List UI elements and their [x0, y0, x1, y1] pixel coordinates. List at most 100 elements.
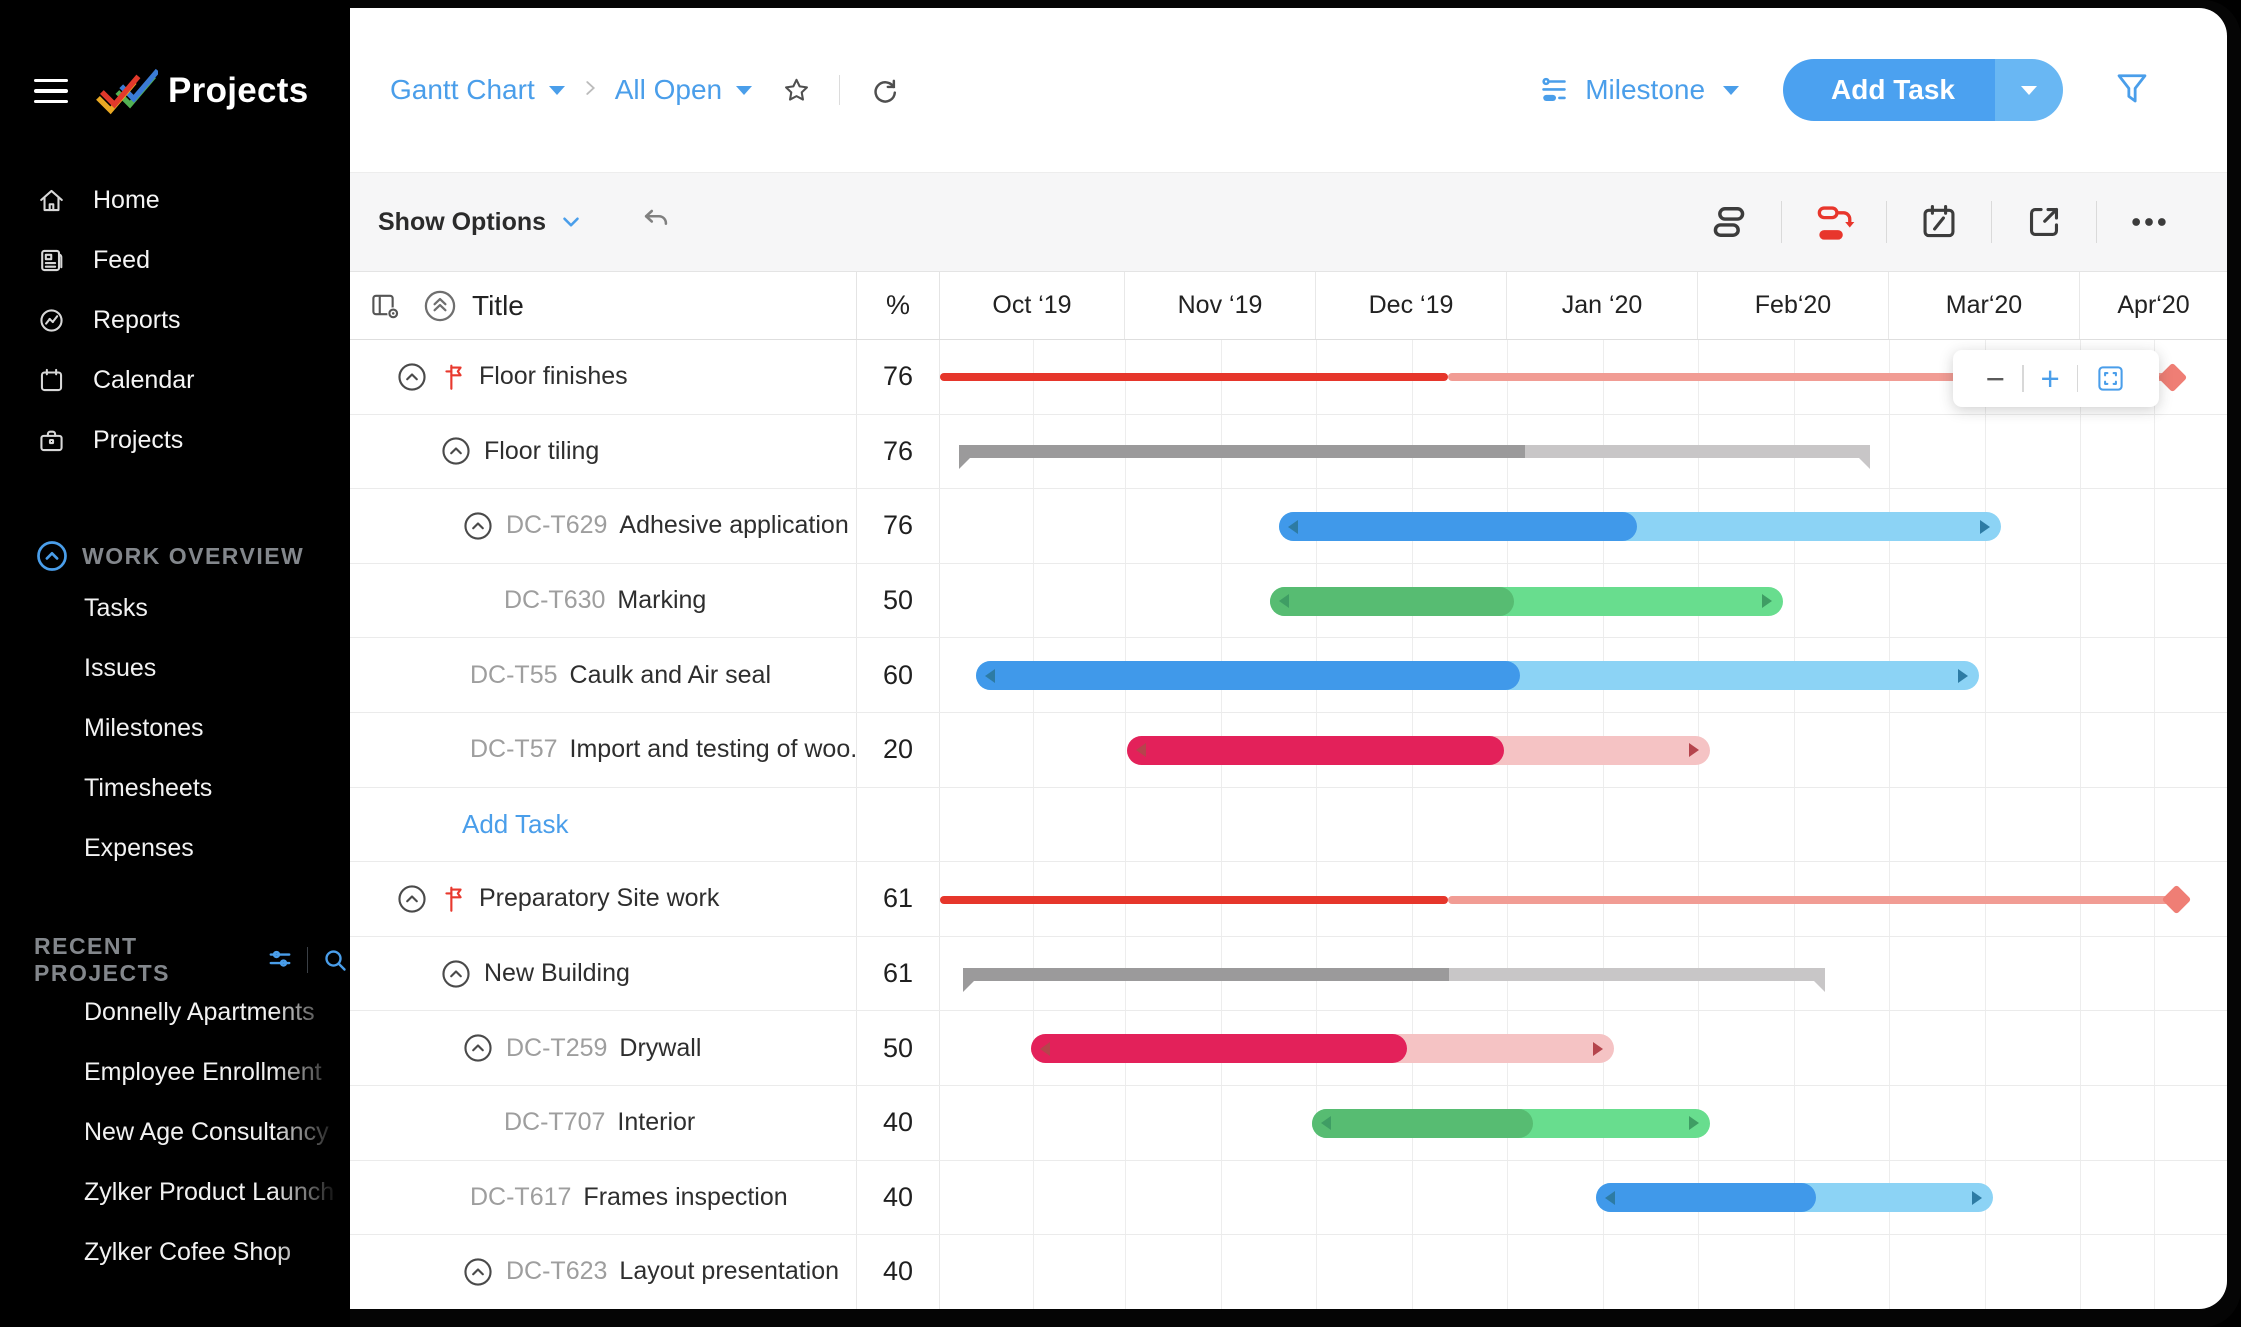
column-settings-icon[interactable] [368, 289, 402, 323]
table-row[interactable]: DC-T629 Adhesive application 76 [350, 489, 2227, 564]
milestone-diamond[interactable] [2157, 362, 2188, 393]
sidebar-item-projects[interactable]: Projects [0, 410, 350, 470]
table-row[interactable]: DC-T707 Interior 40 [350, 1085, 2227, 1161]
task-bar[interactable] [1311, 1108, 1710, 1138]
recent-project-zylker-product-launch[interactable]: Zylker Product Launch [84, 1177, 335, 1206]
undo-icon[interactable] [638, 202, 674, 243]
collapse-row-icon[interactable] [462, 1032, 494, 1064]
search-icon[interactable] [320, 945, 350, 975]
task-bar[interactable] [1031, 1034, 1615, 1064]
add-task-row[interactable]: Add Task [350, 787, 2227, 863]
gantt-body: Floor finishes 76 Floor tiling 76 DC-T62… [350, 340, 2227, 1309]
collapse-all-icon[interactable] [422, 288, 458, 324]
milestone-view-selector[interactable]: Milestone [1537, 73, 1740, 107]
bar-resize-left-icon[interactable] [1278, 594, 1289, 609]
table-row[interactable]: New Building 61 [350, 936, 2227, 1012]
milestone-line-remaining[interactable] [1448, 895, 2176, 904]
task-bar[interactable] [1126, 735, 1710, 765]
work-overview-item-issues[interactable]: Issues [84, 653, 157, 682]
table-row[interactable]: DC-T57 Import and testing of woo.. 20 [350, 712, 2227, 788]
divider [2096, 201, 2097, 243]
collapse-row-icon[interactable] [440, 435, 472, 467]
bar-resize-right-icon[interactable] [1593, 1041, 1604, 1056]
collapse-row-icon[interactable] [462, 510, 494, 542]
collapse-row-icon[interactable] [462, 1256, 494, 1288]
task-bar[interactable] [1278, 512, 2001, 541]
filter-sliders-icon[interactable] [265, 945, 295, 975]
collapse-row-icon[interactable] [396, 883, 428, 915]
filter-funnel-icon[interactable] [2111, 67, 2153, 114]
collapse-row-icon[interactable] [440, 958, 472, 990]
work-overview-item-tasks[interactable]: Tasks [84, 593, 148, 622]
table-row[interactable]: DC-T55 Caulk and Air seal 60 [350, 638, 2227, 713]
task-bar[interactable] [1596, 1183, 1993, 1213]
month-header: Apr‘20 [2117, 291, 2190, 319]
sidebar-item-feed[interactable]: Feed [0, 230, 350, 290]
zoom-controls: − + [1953, 350, 2159, 407]
bar-resize-left-icon[interactable] [1287, 519, 1298, 534]
bar-resize-left-icon[interactable] [1320, 1116, 1331, 1131]
sidebar-item-reports[interactable]: Reports [0, 290, 350, 350]
percent-value: 40 [857, 1085, 940, 1160]
sidebar-item-home[interactable]: Home [0, 170, 350, 230]
baseline-calendar-icon[interactable] [1917, 200, 1961, 244]
add-task-dropdown[interactable] [1995, 59, 2063, 121]
work-overview-item-milestones[interactable]: Milestones [84, 713, 204, 742]
gantt-rows-view-icon[interactable] [1707, 200, 1751, 244]
main-content: Gantt Chart All Open [350, 8, 2227, 1309]
add-task-link[interactable]: Add Task [462, 808, 569, 839]
bar-resize-right-icon[interactable] [1762, 594, 1772, 609]
summary-bar[interactable] [963, 967, 1826, 992]
work-overview-item-expenses[interactable]: Expenses [84, 833, 194, 862]
recent-project-employee-enrollment[interactable]: Employee Enrollment [84, 1057, 322, 1086]
bar-resize-left-icon[interactable] [1040, 1041, 1051, 1056]
milestone-diamond[interactable] [2161, 884, 2191, 915]
table-row[interactable]: Floor finishes 76 [350, 340, 2227, 415]
filter-selector-all-open[interactable]: All Open [615, 74, 753, 106]
zoom-out-button[interactable]: − [1985, 360, 2005, 397]
recent-project-donnelly-apartments[interactable]: Donnelly Apartments [84, 997, 315, 1026]
work-overview-header[interactable]: WORK OVERVIEW [0, 534, 350, 578]
month-header: Feb‘20 [1698, 272, 1889, 339]
collapse-section-icon[interactable] [34, 538, 70, 574]
recent-project-zylker-cofee-shop[interactable]: Zylker Cofee Shop [84, 1237, 292, 1266]
show-options-button[interactable]: Show Options [378, 208, 584, 237]
table-row[interactable]: Floor tiling 76 [350, 414, 2227, 490]
bar-resize-right-icon[interactable] [1688, 1116, 1699, 1131]
add-task-button[interactable]: Add Task [1783, 59, 2063, 121]
table-row[interactable]: DC-T259 Drywall 50 [350, 1011, 2227, 1086]
title-column-label: Title [472, 289, 524, 321]
sidebar-item-calendar[interactable]: Calendar [0, 350, 350, 410]
milestone-line-progress[interactable] [940, 895, 1449, 904]
fullscreen-expand-icon[interactable] [2022, 200, 2066, 244]
hamburger-menu-icon[interactable] [34, 78, 68, 104]
month-header: Mar‘20 [1889, 272, 2080, 339]
zoom-in-button[interactable]: + [2040, 360, 2060, 397]
bar-resize-left-icon[interactable] [985, 668, 995, 683]
table-row[interactable]: Preparatory Site work 61 [350, 862, 2227, 937]
bar-resize-right-icon[interactable] [1979, 519, 1990, 534]
table-row[interactable]: DC-T630 Marking 50 [350, 563, 2227, 639]
table-row[interactable]: DC-T617 Frames inspection 40 [350, 1160, 2227, 1236]
bar-resize-right-icon[interactable] [1688, 743, 1699, 758]
table-row[interactable]: DC-T623 Layout presentation 40 [350, 1235, 2227, 1309]
task-bar[interactable] [1269, 586, 1783, 616]
bar-resize-right-icon[interactable] [1957, 668, 1968, 683]
work-overview-item-timesheets[interactable]: Timesheets [84, 773, 213, 802]
recent-project-new-age-consultancy[interactable]: New Age Consultancy [84, 1117, 329, 1146]
more-options-icon[interactable] [2127, 200, 2171, 244]
bar-resize-left-icon[interactable] [1135, 743, 1146, 758]
breadcrumb-separator-icon [579, 77, 601, 104]
refresh-icon[interactable] [868, 74, 901, 107]
bar-resize-right-icon[interactable] [1971, 1190, 1982, 1205]
summary-bar[interactable] [959, 445, 1871, 470]
milestone-line-progress[interactable] [940, 373, 1449, 382]
critical-path-icon[interactable] [1812, 200, 1856, 244]
bar-resize-left-icon[interactable] [1605, 1190, 1616, 1205]
view-selector-gantt[interactable]: Gantt Chart [390, 74, 565, 106]
task-bar[interactable] [976, 661, 1979, 691]
fit-screen-icon[interactable] [2095, 363, 2126, 394]
collapse-row-icon[interactable] [396, 361, 428, 393]
favorite-star-icon[interactable] [780, 74, 813, 107]
milestone-line-remaining[interactable] [1448, 373, 2172, 382]
